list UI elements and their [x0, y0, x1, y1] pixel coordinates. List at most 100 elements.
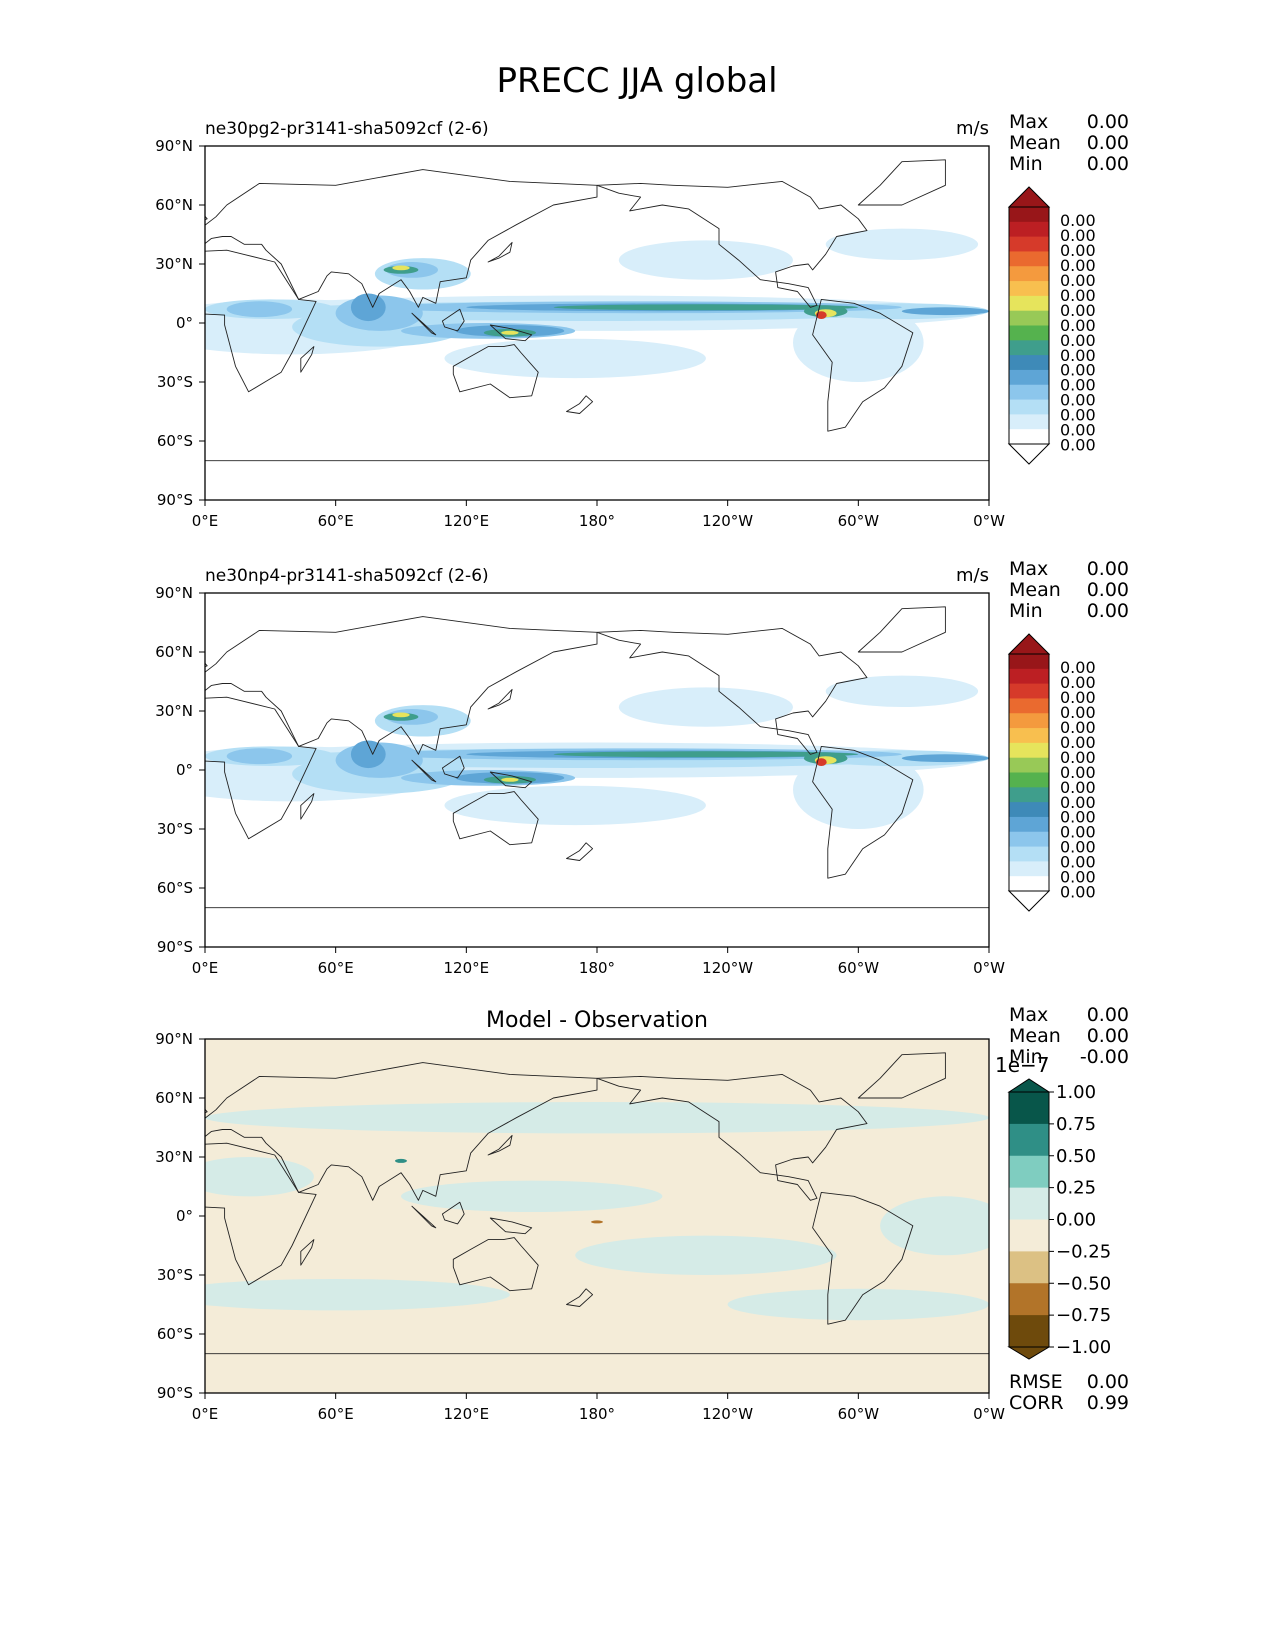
x-tick-label: 120°W	[702, 1405, 753, 1423]
stat-value: 0.00	[1087, 1371, 1129, 1393]
x-tick-label: 60°W	[838, 1405, 880, 1423]
coastline	[489, 324, 533, 342]
colorbar-tick-label: −1.00	[1056, 1337, 1111, 1358]
precip-contour	[444, 338, 706, 379]
y-tick-label: 60°N	[155, 196, 193, 214]
field-background	[205, 1039, 989, 1393]
colorbar-tick-label: −0.75	[1056, 1305, 1111, 1326]
colorbar-tick-label: 0.00	[1060, 376, 1096, 395]
precip-contour	[226, 748, 293, 765]
y-tick-label: 30°S	[157, 373, 193, 391]
colorbar-tick-label: 0.00	[1060, 406, 1096, 425]
stat-label: Min	[1009, 153, 1043, 175]
precip-contour	[901, 307, 989, 316]
coastline	[487, 1134, 513, 1156]
x-tick-label: 60°W	[838, 512, 880, 530]
colorbar-segment	[1009, 787, 1049, 803]
coastline	[205, 460, 989, 500]
coastline	[452, 344, 539, 399]
map-axes-1: 0°E 60°E 120°E 180° 120°W 60°W 0°W 90°N 60°N 30°N…	[155, 584, 1005, 977]
colorbar-tick-label: 1.00	[1056, 1082, 1096, 1103]
x-tick-label: 120°E	[444, 959, 490, 977]
colorbar-tick-label: 0.00	[1060, 868, 1096, 887]
colorbar-tick-label: 0.00	[1060, 763, 1096, 782]
precip-contour	[501, 777, 519, 782]
colorbar-segment	[1009, 281, 1049, 297]
stat-value: 0.00	[1087, 153, 1129, 175]
colorbar-tick-label: 0.50	[1056, 1146, 1096, 1167]
precip-contour	[501, 330, 519, 335]
x-tick-label: 120°E	[444, 1405, 490, 1423]
coastline	[411, 312, 437, 336]
precip-contour	[901, 754, 989, 763]
coastline	[566, 842, 594, 861]
colorbar-segment	[1009, 325, 1049, 341]
y-tick-label: 30°S	[157, 1266, 193, 1284]
colorbar-2: 1.00 0.75 0.50 0.25 0.00 −0.25 −0.50 −0.75 −1.00…	[995, 1053, 1111, 1360]
stat-label: Min	[1009, 1046, 1043, 1068]
colorbar-tick-label: 0.00	[1060, 673, 1096, 692]
y-tick-label: 30°S	[157, 820, 193, 838]
x-tick-label: 120°E	[444, 512, 490, 530]
diff-contour	[591, 1220, 603, 1224]
panel-units: m/s	[956, 565, 989, 586]
colorbar-segment	[1009, 1315, 1049, 1348]
colorbar-tick-label: 0.00	[1060, 853, 1096, 872]
coastline	[812, 298, 914, 432]
colorbar-tick-label: 0.00	[1060, 421, 1096, 440]
coastline	[441, 308, 465, 332]
coastline	[596, 180, 868, 308]
colorbar-segment	[1009, 876, 1049, 892]
colorbar-extend-top	[1007, 1078, 1051, 1093]
colorbar-segment	[1009, 831, 1049, 848]
colorbar-tick-label: 0.00	[1060, 838, 1096, 857]
precip-contour	[553, 304, 859, 311]
precip-contour	[392, 265, 410, 271]
x-tick-label: 60°W	[838, 959, 880, 977]
y-tick-label: 60°N	[155, 1089, 193, 1107]
colorbar-tick-label: 0.00	[1060, 271, 1096, 290]
coastline	[566, 395, 594, 414]
colorbar-segment	[1009, 1155, 1049, 1189]
stat-label: Min	[1009, 600, 1043, 622]
coastline	[857, 606, 946, 653]
y-tick-label: 60°N	[155, 643, 193, 661]
coastline	[205, 169, 598, 308]
y-tick-label: 60°S	[157, 879, 193, 897]
coastline	[300, 1239, 315, 1266]
colorbar-tick-label: 0.75	[1056, 1114, 1096, 1135]
x-tick-label: 0°W	[973, 512, 1005, 530]
coastline	[812, 745, 914, 879]
colorbar-segment	[1009, 355, 1049, 371]
x-tick-label: 60°E	[318, 512, 354, 530]
panel-units: m/s	[956, 118, 989, 139]
diff-contour	[727, 1288, 989, 1321]
y-tick-label: 90°N	[155, 137, 193, 155]
coastline	[205, 1142, 317, 1286]
stat-value: 0.00	[1087, 579, 1129, 601]
colorbar-0: 0.000.000.000.000.000.000.000.000.000.00…	[1007, 186, 1096, 465]
precip-contour	[825, 675, 979, 707]
colorbar-segment	[1009, 654, 1049, 670]
precip-contour	[350, 740, 386, 769]
colorbar-tick-label: 0.00	[1060, 793, 1096, 812]
colorbar-segment	[1009, 399, 1049, 415]
coastline	[487, 241, 513, 263]
map-field-1	[205, 593, 989, 947]
coastline	[205, 1062, 598, 1201]
colorbar-segment	[1009, 772, 1049, 788]
colorbar-frame	[1008, 206, 1050, 445]
stat-value: -0.00	[1080, 1046, 1129, 1068]
x-tick-label: 0°E	[192, 1405, 219, 1423]
colorbar-segment	[1009, 266, 1049, 282]
x-tick-label: 60°E	[318, 959, 354, 977]
colorbar-tick-label: 0.00	[1060, 435, 1096, 454]
colorbar-tick-label: 0.25	[1056, 1178, 1096, 1199]
colorbar-tick-label: 0.00	[1060, 241, 1096, 260]
colorbar-segment	[1009, 369, 1049, 386]
colorbar-segment	[1009, 1283, 1049, 1316]
precip-contour	[793, 303, 924, 382]
precip-contour	[618, 687, 793, 727]
colorbar-segment	[1009, 757, 1049, 773]
